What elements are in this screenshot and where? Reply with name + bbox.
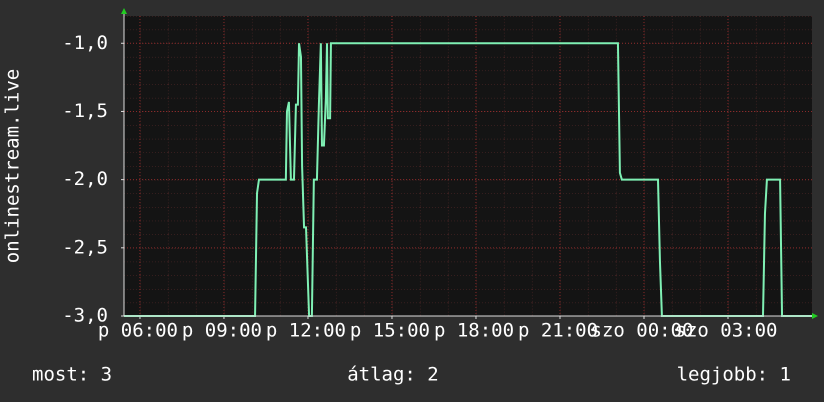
y-tick-label: -2,0 (62, 168, 108, 190)
series-line (124, 42, 812, 317)
x-axis-arrow (812, 313, 818, 319)
x-tick-label: szo 00:00 (591, 320, 694, 342)
x-tick-label: p 12:00 (266, 320, 346, 342)
x-tick-label: p 09:00 (182, 320, 262, 342)
stat-average: átlag: 2 (347, 364, 439, 386)
x-tick-label: p 21:00 (518, 320, 598, 342)
x-tick-label: szo 03:00 (675, 320, 778, 342)
minor-grid (124, 16, 812, 316)
x-tick-label: p 15:00 (350, 320, 430, 342)
y-axis-arrow (121, 8, 127, 14)
y-tick-label: -2,5 (62, 236, 108, 258)
y-tick-label: -1,0 (62, 32, 108, 54)
stat-current: most: 3 (32, 364, 112, 386)
y-tick-label: -1,5 (62, 100, 108, 122)
stat-best: legjobb: 1 (677, 364, 791, 386)
marks (124, 42, 812, 317)
y-tick-label: -3,0 (62, 305, 108, 327)
x-tick-label: p 06:00 (98, 320, 178, 342)
x-tick-label: p 18:00 (434, 320, 514, 342)
y-axis-label: onlinestream.live (2, 69, 24, 263)
